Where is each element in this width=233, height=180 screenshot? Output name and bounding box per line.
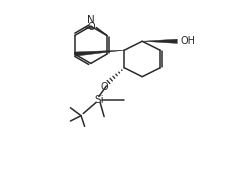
Polygon shape [75,50,124,56]
Text: OH: OH [180,36,195,46]
Text: O: O [100,82,108,92]
Text: O: O [88,22,96,32]
Text: N: N [87,15,95,25]
Polygon shape [142,39,177,43]
Text: Si: Si [94,95,104,105]
